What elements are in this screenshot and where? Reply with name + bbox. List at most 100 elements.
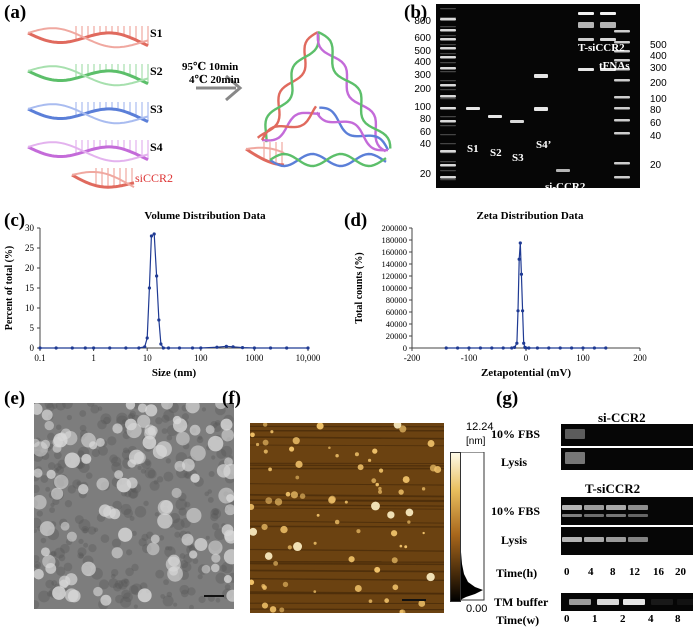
- particle: [66, 531, 77, 542]
- grain: [87, 526, 97, 535]
- grain: [207, 489, 213, 494]
- particle: [265, 497, 273, 504]
- lane-label-s2: S2: [490, 147, 502, 159]
- grain: [125, 567, 134, 577]
- particle: [34, 441, 48, 457]
- gel-band: [600, 38, 616, 41]
- grain: [77, 552, 84, 559]
- particle: [223, 549, 234, 565]
- particle: [393, 423, 402, 429]
- row-label-fbs-2: 10% FBS: [491, 504, 541, 518]
- ladder-mark: 100: [650, 94, 667, 105]
- x-axis-label: Zetapotential (mV): [481, 367, 571, 379]
- grain: [179, 553, 186, 559]
- particle: [93, 586, 103, 597]
- scan-line: [250, 493, 444, 498]
- grain: [131, 530, 137, 536]
- y-tick-label: 60000: [386, 307, 407, 317]
- time-h-8: 8: [610, 566, 616, 578]
- ladder-mark: 800: [414, 16, 431, 27]
- data-point: [38, 346, 42, 350]
- lane-label-s1: S1: [467, 143, 479, 155]
- data-point: [490, 346, 494, 350]
- grain: [97, 406, 103, 411]
- strand-s2-helix: [27, 64, 149, 87]
- data-point: [252, 346, 256, 350]
- particle: [404, 545, 408, 549]
- grain: [131, 563, 139, 572]
- particle: [54, 474, 69, 490]
- grain: [158, 535, 165, 541]
- particle: [220, 418, 233, 431]
- backbone: [27, 65, 149, 87]
- ladder-mark: 300: [414, 70, 431, 81]
- grain: [161, 414, 170, 423]
- x-tick-label: 0: [524, 353, 529, 363]
- y-tick-label: 200000: [382, 223, 408, 233]
- particle: [44, 420, 54, 431]
- gel-band: [614, 79, 630, 82]
- gel-band: [440, 18, 456, 21]
- gel-sicc-lysis: [561, 448, 693, 470]
- particle: [40, 547, 50, 557]
- grain: [40, 537, 47, 544]
- particle: [210, 563, 220, 573]
- particle: [250, 527, 258, 536]
- grain: [44, 403, 54, 409]
- gel-bands: [565, 452, 585, 464]
- grain: [201, 407, 207, 412]
- grain: [54, 468, 59, 474]
- sirna-label: siCCR2: [135, 171, 174, 185]
- particle: [399, 425, 407, 433]
- lane-label-tfnas: tFNAs: [599, 60, 630, 72]
- helix-strand: [319, 106, 390, 151]
- particle: [59, 579, 69, 589]
- particle: [398, 489, 404, 495]
- particle: [207, 435, 224, 452]
- gel-band: [578, 68, 594, 71]
- particle: [354, 452, 359, 457]
- gel-band: [614, 176, 630, 179]
- x-tick-label: 0.1: [34, 353, 45, 363]
- helix-strand: [261, 111, 320, 142]
- helix-strand: [264, 31, 320, 143]
- particle: [142, 435, 157, 450]
- gel-band: [440, 35, 456, 37]
- strand-label-s4: S4: [150, 140, 163, 154]
- gel-t-fbs: [561, 497, 693, 525]
- time-w-2: 2: [620, 613, 626, 625]
- grain: [88, 543, 97, 553]
- particle: [402, 476, 410, 484]
- grain: [99, 579, 109, 590]
- panel-d-label: (d): [344, 210, 368, 231]
- colorbar-max: 12.24: [466, 421, 494, 433]
- gel-band: [534, 107, 548, 111]
- ladder-mark: 40: [419, 139, 431, 150]
- scan-line: [250, 436, 444, 440]
- y-tick-label: 15: [25, 283, 35, 293]
- grain: [51, 580, 58, 586]
- ladder-mark: 200: [650, 78, 667, 89]
- particle: [293, 542, 303, 552]
- ladder-mark: 20: [650, 160, 662, 171]
- gel-band: [614, 107, 630, 110]
- data-point: [570, 346, 574, 350]
- particle: [422, 531, 425, 535]
- data-point: [517, 257, 521, 261]
- particle: [34, 403, 43, 415]
- grain: [74, 515, 84, 524]
- gel-band: [440, 62, 456, 64]
- grain: [78, 461, 90, 473]
- grain: [100, 413, 112, 425]
- grain: [224, 584, 231, 590]
- particle: [96, 477, 110, 491]
- arrow-head-icon: [225, 74, 243, 102]
- particle: [387, 511, 395, 519]
- scan-line: [250, 591, 444, 595]
- particle: [150, 534, 160, 544]
- particle: [354, 585, 362, 592]
- gel-band: [606, 514, 626, 517]
- scan-line: [250, 577, 444, 582]
- particle: [292, 437, 300, 445]
- scan-line: [250, 444, 444, 447]
